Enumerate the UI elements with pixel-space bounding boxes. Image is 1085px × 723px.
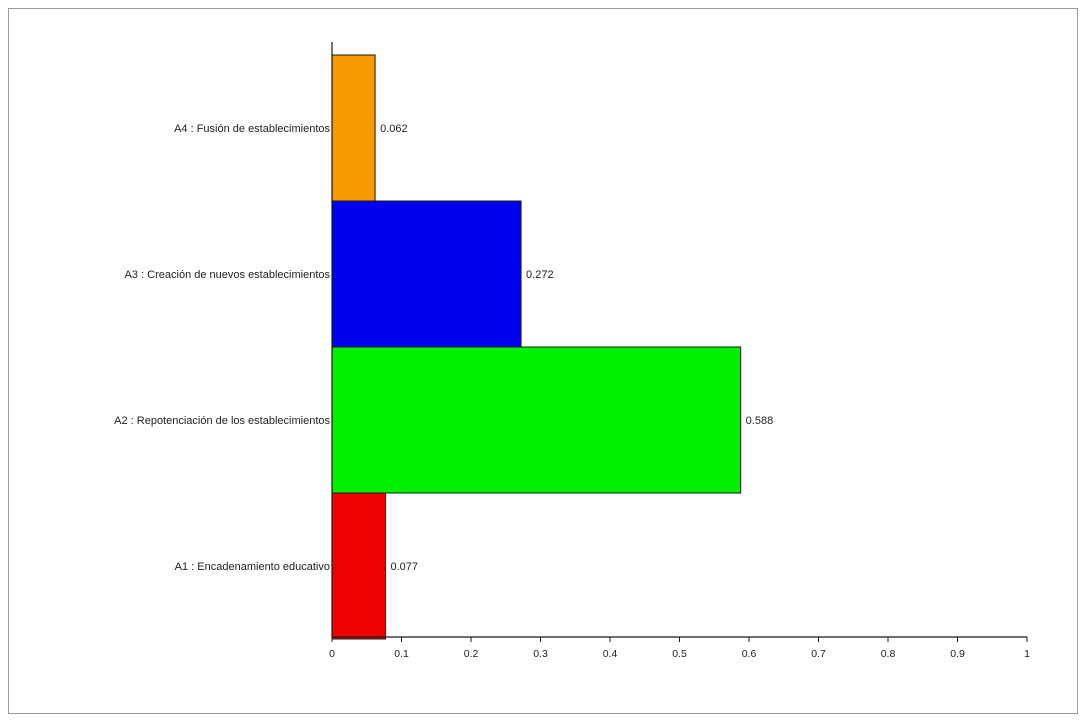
x-tick-label: 0.3 [533, 648, 548, 660]
category-label: A1 : Encadenamiento educativo [175, 561, 330, 573]
value-label: 0.272 [526, 269, 554, 281]
x-tick-label: 0.4 [603, 648, 618, 660]
x-tick-label: 0.2 [464, 648, 479, 660]
bar [331, 492, 387, 640]
category-label: A3 : Creación de nuevos establecimientos [125, 269, 331, 281]
value-label: 0.077 [391, 561, 419, 573]
x-tick-label: 0.8 [881, 648, 896, 660]
x-tick-label: 0.7 [811, 648, 826, 660]
x-tick-label: 0.5 [672, 648, 687, 660]
x-tick-label: 1 [1024, 648, 1030, 660]
bar [331, 200, 522, 348]
x-tick-label: 0.6 [742, 648, 757, 660]
value-label: 0.062 [380, 123, 408, 135]
category-label: A2 : Repotenciación de los establecimien… [114, 415, 330, 427]
category-label: A4 : Fusión de establecimientos [174, 123, 330, 135]
x-tick-label: 0.1 [394, 648, 409, 660]
bar [331, 346, 742, 494]
x-tick-label: 0 [329, 648, 335, 660]
x-tick-label: 0.9 [950, 648, 965, 660]
value-label: 0.588 [746, 415, 774, 427]
bar [331, 54, 376, 202]
